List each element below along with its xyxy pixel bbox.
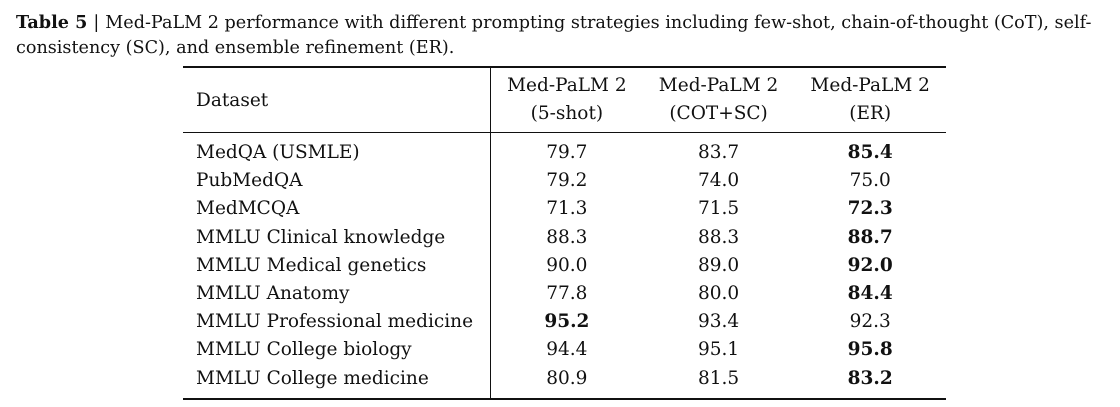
score-cell: 85.4	[847, 142, 893, 163]
score-cell: 71.5	[697, 198, 740, 220]
table-row: MMLU Clinical knowledge 88.3 88.3 88.7	[183, 223, 946, 252]
table-body: MedQA (USMLE) 79.7 83.7 85.4 PubMedQA 79.2 74.…	[183, 132, 946, 400]
score-cell: 88.7	[847, 226, 893, 248]
table-row: MedQA (USMLE) 79.7 83.7 85.4	[183, 132, 946, 168]
header-cot-sc-line1: Med-PaLM 2	[658, 75, 779, 96]
score-cell: 83.2	[794, 364, 946, 400]
score-cell: 83.7	[697, 142, 740, 163]
dataset-name: MMLU Clinical knowledge	[183, 223, 491, 252]
header-cot-sc: Med-PaLM 2 (COT+SC)	[642, 66, 795, 133]
score-cell: 94.4	[546, 339, 588, 361]
dataset-name: MMLU Medical genetics	[183, 251, 491, 281]
header-row: Dataset Med-PaLM 2 (5-shot) Med-PaLM 2 (…	[183, 66, 946, 133]
score-cell: 93.4	[697, 311, 740, 333]
caption-separator: |	[93, 13, 100, 33]
header-er: Med-PaLM 2 (ER)	[794, 66, 946, 133]
score-cell: 95.2	[544, 311, 590, 333]
score-cell: 88.3	[697, 226, 740, 248]
dataset-name: MMLU Anatomy	[183, 280, 491, 309]
dataset-name: MMLU Professional medicine	[183, 308, 491, 337]
caption-text: Med-PaLM 2 performance with different pr…	[16, 13, 1092, 58]
table-row: MMLU Anatomy 77.8 80.0 84.4	[183, 280, 946, 309]
score-cell: 79.7	[546, 142, 588, 163]
score-cell: 81.5	[642, 364, 795, 400]
dataset-name: PubMedQA	[183, 167, 491, 196]
table-row: MMLU Professional medicine 95.2 93.4 92.3	[183, 308, 946, 337]
score-cell: 89.0	[697, 254, 740, 276]
dataset-name: MMLU College biology	[183, 336, 491, 365]
header-dataset: Dataset	[183, 66, 491, 133]
results-table: Dataset Med-PaLM 2 (5-shot) Med-PaLM 2 (…	[183, 66, 946, 400]
header-cot-sc-line2: (COT+SC)	[669, 103, 768, 124]
table-header: Dataset Med-PaLM 2 (5-shot) Med-PaLM 2 (…	[183, 66, 946, 133]
score-cell: 88.3	[546, 226, 588, 248]
score-cell: 79.2	[546, 170, 588, 192]
score-cell: 80.0	[697, 283, 740, 305]
score-cell: 71.3	[546, 198, 588, 220]
header-5-shot-line2: (5-shot)	[530, 103, 604, 124]
header-er-line2: (ER)	[849, 103, 892, 124]
table-row: MMLU Medical genetics 90.0 89.0 92.0	[183, 251, 946, 281]
score-cell: 95.1	[697, 339, 740, 361]
score-cell: 75.0	[849, 170, 891, 192]
table-row: MedMCQA 71.3 71.5 72.3	[183, 195, 946, 224]
score-cell: 92.0	[847, 254, 893, 276]
dataset-name: MedQA (USMLE)	[183, 132, 491, 168]
dataset-name: MedMCQA	[183, 195, 491, 224]
score-cell: 80.9	[490, 364, 643, 400]
table-row: PubMedQA 79.2 74.0 75.0	[183, 167, 946, 196]
table-row: MMLU College medicine 80.9 81.5 83.2	[183, 364, 946, 400]
score-cell: 77.8	[546, 283, 588, 305]
header-er-line1: Med-PaLM 2	[810, 75, 930, 96]
score-cell: 95.8	[847, 339, 893, 361]
header-5-shot-line1: Med-PaLM 2	[507, 75, 627, 96]
score-cell: 90.0	[546, 254, 588, 276]
results-table-container: Dataset Med-PaLM 2 (5-shot) Med-PaLM 2 (…	[183, 66, 946, 400]
score-cell: 92.3	[849, 311, 891, 333]
header-5-shot: Med-PaLM 2 (5-shot)	[490, 66, 643, 133]
score-cell: 84.4	[847, 283, 893, 305]
table-caption: Table 5 | Med-PaLM 2 performance with diff…	[16, 10, 1112, 61]
table-label: Table 5	[16, 12, 88, 33]
table-row: MMLU College biology 94.4 95.1 95.8	[183, 336, 946, 365]
score-cell: 72.3	[847, 198, 893, 220]
dataset-name: MMLU College medicine	[183, 364, 491, 400]
score-cell: 74.0	[697, 170, 740, 192]
